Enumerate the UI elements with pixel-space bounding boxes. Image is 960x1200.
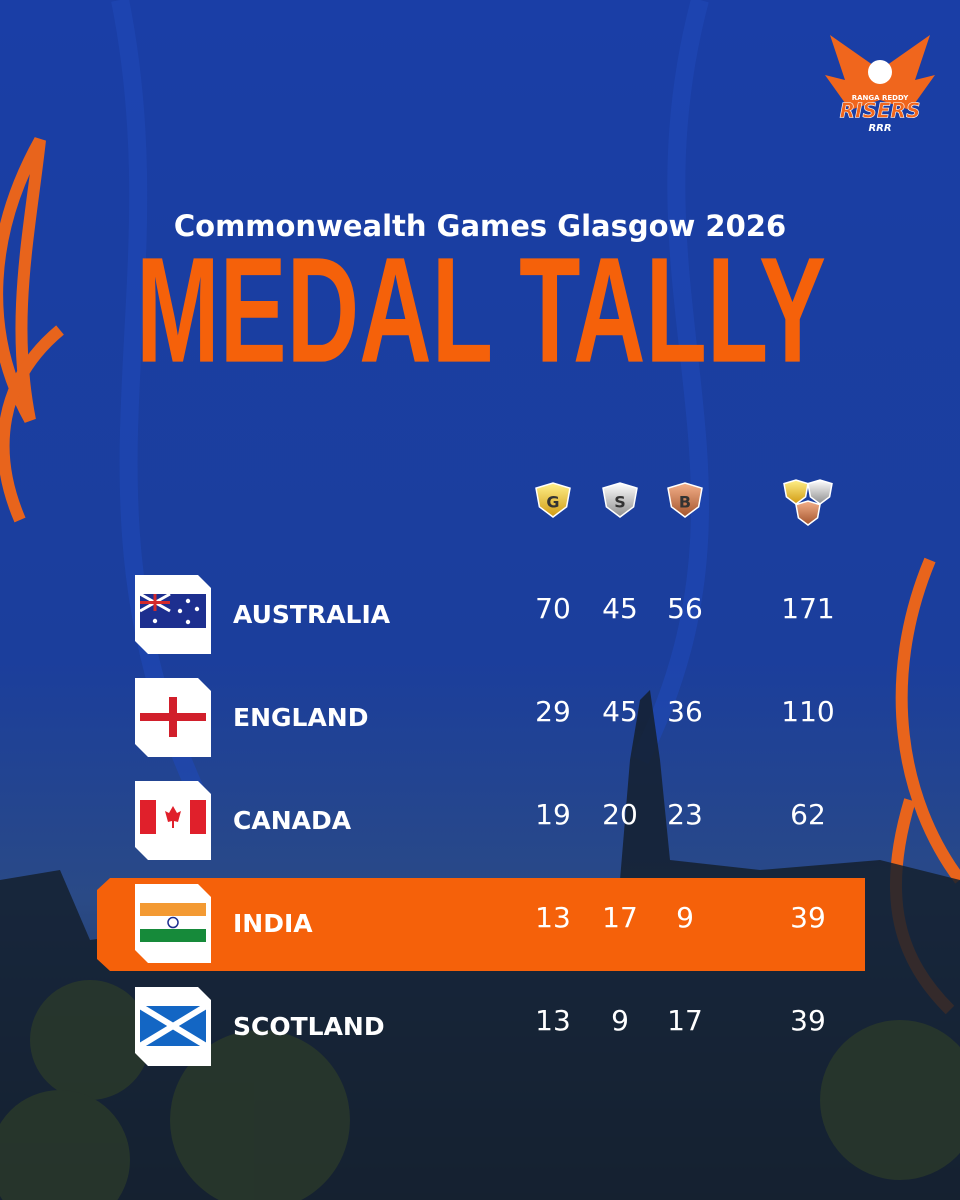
trees	[0, 980, 960, 1200]
column-header: G	[546, 493, 559, 512]
row-highlight	[97, 878, 865, 971]
flag-part	[140, 929, 206, 942]
table-row: SCOTLAND 13 9 17 39	[135, 987, 826, 1066]
flag-part	[140, 800, 156, 834]
flag-part	[165, 806, 181, 828]
country-name: SCOTLAND	[233, 1012, 385, 1041]
gold-count: 13	[535, 1004, 571, 1037]
bronze-count: 36	[667, 695, 703, 728]
bronze-count: 23	[667, 798, 703, 831]
medal-icon	[667, 482, 703, 518]
background-swirls	[111, 0, 709, 804]
logo-name: RISERS	[840, 99, 921, 123]
flag	[140, 903, 206, 942]
flag	[140, 800, 206, 834]
country-name: AUSTRALIA	[233, 600, 391, 629]
silver-count: 17	[602, 901, 638, 934]
gold-count: 29	[535, 695, 571, 728]
flag	[140, 697, 206, 737]
column-header: B	[679, 493, 691, 512]
medal-icon	[795, 500, 821, 526]
total-count: 39	[790, 901, 826, 934]
total-count: 62	[790, 798, 826, 831]
silver-count: 20	[602, 798, 638, 831]
logo: RANGA REDDY RISERS RRR	[825, 35, 935, 134]
logo-abbr: RRR	[868, 123, 891, 134]
total-count: 171	[781, 592, 834, 625]
flag-part	[190, 800, 206, 834]
column-header: S	[614, 493, 626, 512]
flag-star	[194, 606, 200, 612]
bronze-count: 56	[667, 592, 703, 625]
flag-part	[138, 1003, 208, 1049]
gold-count: 70	[535, 592, 571, 625]
title: MEDAL TALLY	[136, 226, 826, 394]
silver-count: 45	[602, 592, 638, 625]
logo-top: RANGA REDDY	[852, 94, 910, 102]
table-row: CANADA 19 20 23 62	[135, 781, 826, 860]
table-row: AUSTRALIA 70 45 56 171	[135, 575, 835, 654]
flag-part	[140, 594, 170, 611]
flag-part	[140, 903, 206, 916]
country-name: ENGLAND	[233, 703, 368, 732]
country-name: CANADA	[233, 806, 352, 835]
flag	[138, 1003, 208, 1049]
logo-head	[868, 60, 892, 84]
medal-icon	[783, 479, 809, 505]
gold-count: 19	[535, 798, 571, 831]
medal-table: G S B AUSTRALIA 70 45 56 171 ENGLAND 29 45 36 110 CAN…	[97, 479, 865, 1066]
medal-icon	[602, 482, 638, 518]
flag-part	[167, 916, 179, 929]
silver-count: 9	[611, 1004, 629, 1037]
flag-star	[152, 618, 158, 624]
flag-part	[140, 916, 206, 929]
flag-part	[140, 713, 206, 721]
gold-count: 13	[535, 901, 571, 934]
flag-star	[185, 619, 191, 625]
flag-star	[185, 598, 191, 604]
flag	[139, 592, 206, 628]
table-row: INDIA 13 17 9 39	[97, 878, 865, 971]
medal-icon	[535, 482, 571, 518]
bronze-count: 17	[667, 1004, 703, 1037]
medal-icon	[807, 479, 833, 505]
decor-left	[0, 137, 64, 523]
table-row: ENGLAND 29 45 36 110	[135, 678, 835, 757]
silver-count: 45	[602, 695, 638, 728]
total-count: 110	[781, 695, 834, 728]
bronze-count: 9	[676, 901, 694, 934]
flag-star	[177, 608, 183, 614]
subtitle: Commonwealth Games Glasgow 2026	[174, 209, 786, 243]
country-name: INDIA	[233, 909, 313, 938]
total-count: 39	[790, 1004, 826, 1037]
